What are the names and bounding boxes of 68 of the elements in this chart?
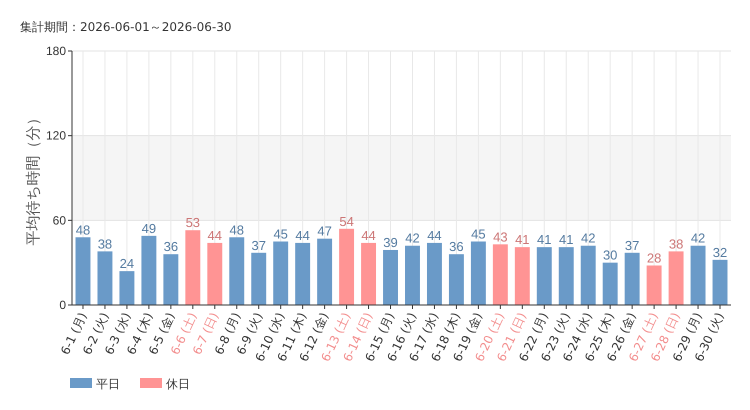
data-label: 48 (230, 222, 244, 238)
bar (470, 242, 486, 305)
y-tick-label: 120 (46, 128, 66, 143)
bar (690, 246, 706, 305)
bar (492, 244, 508, 305)
y-axis-title: 平均待ち時間（分） (24, 110, 42, 246)
data-label: 38 (668, 236, 684, 252)
data-label: 45 (273, 226, 288, 242)
bar (646, 265, 662, 305)
chart-title: 集計期間：2026-06-01～2026-06-30 (20, 20, 232, 34)
bar (251, 252, 266, 305)
data-label: 44 (208, 228, 222, 243)
bar (141, 236, 156, 305)
data-label: 48 (76, 222, 90, 238)
bar (273, 242, 288, 305)
data-label: 44 (295, 228, 310, 243)
bar (536, 247, 552, 305)
y-tick-label: 180 (46, 44, 66, 58)
data-label: 44 (361, 228, 376, 243)
data-label: 28 (646, 250, 662, 266)
bar (163, 254, 178, 305)
bar (383, 250, 398, 305)
data-label: 42 (580, 230, 596, 246)
bar (602, 262, 618, 305)
bar (185, 230, 200, 305)
bar (119, 271, 134, 305)
bar (712, 260, 728, 305)
data-label: 41 (537, 232, 552, 248)
bar (668, 251, 684, 305)
data-label: 38 (98, 236, 112, 252)
data-label: 47 (317, 224, 332, 239)
data-label: 43 (493, 229, 508, 244)
data-label: 45 (471, 226, 486, 242)
data-label: 42 (405, 230, 420, 246)
bar (558, 247, 574, 305)
bar (426, 242, 442, 305)
bar (76, 237, 90, 305)
data-label: 41 (515, 232, 530, 248)
data-label: 42 (690, 230, 706, 246)
data-label: 44 (427, 228, 442, 243)
data-label: 41 (559, 232, 574, 248)
data-label: 39 (383, 234, 398, 250)
bar (339, 228, 354, 305)
y-tick-label: 0 (59, 298, 66, 312)
bar (295, 242, 310, 305)
bar (229, 237, 244, 305)
bar (317, 238, 332, 305)
bar (405, 246, 420, 305)
bar (207, 242, 222, 305)
data-label: 37 (624, 238, 640, 253)
bar (580, 246, 596, 305)
data-label: 24 (120, 256, 134, 272)
data-label: 54 (339, 214, 354, 229)
data-label: 30 (602, 248, 618, 263)
data-label: 53 (186, 215, 200, 230)
data-label: 36 (449, 239, 464, 254)
legend-label: 休日 (166, 377, 190, 391)
bar (448, 254, 464, 305)
legend-label: 平日 (96, 377, 120, 391)
data-label: 37 (251, 238, 266, 253)
bar (624, 252, 640, 305)
bar (361, 242, 376, 305)
y-tick-label: 60 (52, 213, 66, 228)
bar (97, 251, 112, 305)
data-label: 36 (164, 239, 178, 254)
bar (514, 247, 530, 305)
data-label: 49 (142, 220, 156, 236)
data-label: 32 (712, 244, 728, 260)
